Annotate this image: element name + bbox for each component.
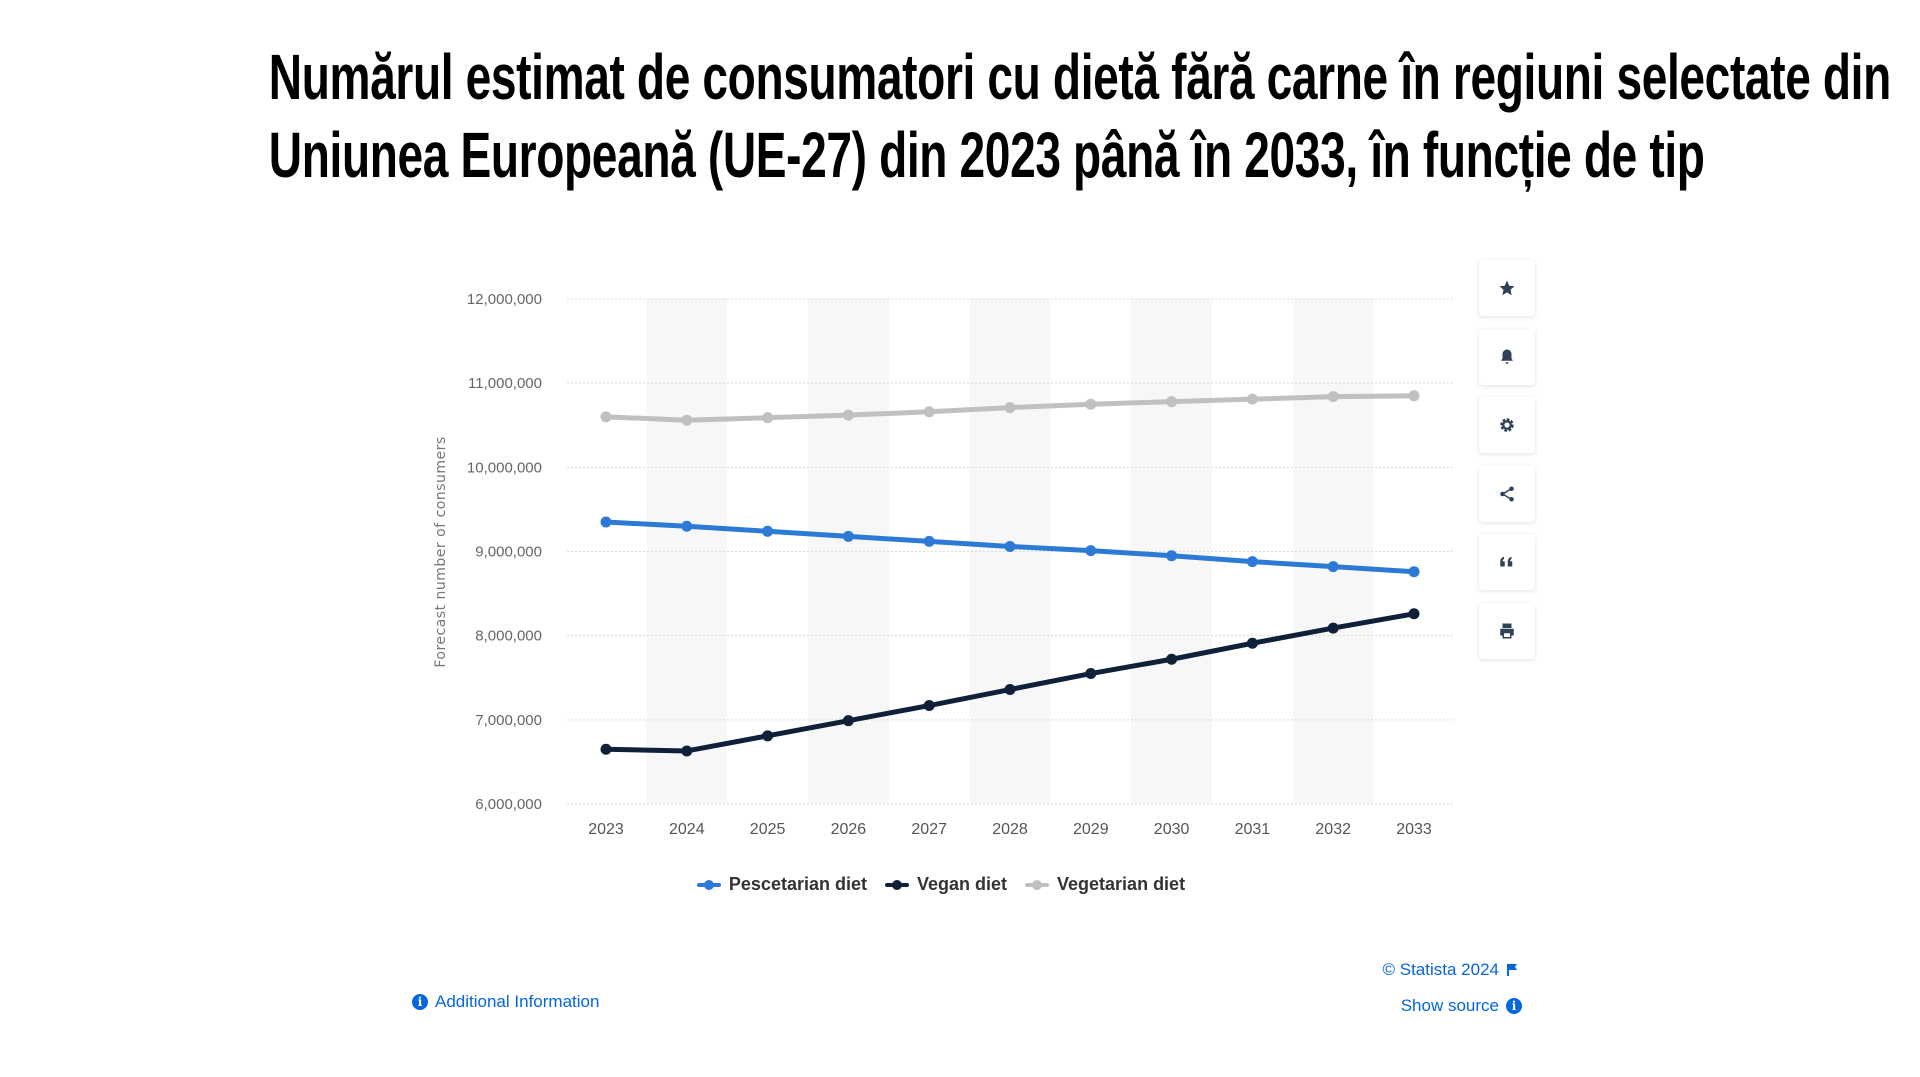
data-point (923, 406, 935, 418)
settings-button[interactable] (1479, 397, 1535, 454)
data-point (762, 525, 774, 537)
flag-icon (1507, 964, 1517, 976)
legend-item-pescetarian[interactable]: Pescetarian diet (696, 874, 867, 895)
chart-toolbar (1479, 260, 1535, 672)
y-tick-label: 12,000,000 (467, 291, 542, 308)
data-point (1166, 550, 1178, 562)
info-icon: i (1506, 998, 1522, 1014)
x-tick-label: 2026 (831, 821, 867, 838)
legend-label: Vegan diet (916, 874, 1008, 894)
data-point (842, 409, 854, 421)
data-point (600, 743, 612, 755)
data-point (842, 530, 854, 542)
data-point (1408, 608, 1420, 620)
title-line-1: Numărul estimat de consumatori cu dietă … (268, 41, 1891, 113)
show-source-link[interactable]: Show source i (1401, 996, 1522, 1016)
x-tick-label: 2033 (1396, 821, 1432, 838)
data-point (600, 516, 612, 528)
data-point (1246, 393, 1258, 405)
y-axis-title: Forecast number of consumers (433, 436, 449, 667)
y-tick-label: 7,000,000 (475, 712, 542, 729)
data-point (1166, 653, 1178, 665)
legend-item-vegetarian[interactable]: Vegetarian diet (1025, 874, 1185, 895)
legend-item-vegan[interactable]: Vegan diet (884, 874, 1008, 895)
data-point (1327, 622, 1339, 634)
data-point (923, 700, 935, 712)
print-button[interactable] (1479, 602, 1535, 659)
legend-marker (884, 879, 909, 890)
data-point (1085, 668, 1097, 680)
data-point (681, 414, 693, 426)
share-icon (1500, 486, 1514, 502)
favorite-button[interactable] (1479, 260, 1535, 316)
data-point (681, 745, 693, 757)
data-point (1085, 545, 1097, 557)
y-tick-label: 8,000,000 (475, 628, 542, 645)
info-icon: i (412, 994, 428, 1010)
bell-icon (1501, 349, 1513, 364)
data-point (1408, 390, 1420, 402)
data-point (600, 411, 612, 423)
share-button[interactable] (1479, 465, 1535, 522)
data-point (1246, 637, 1258, 649)
x-tick-label: 2027 (911, 821, 947, 838)
y-tick-label: 6,000,000 (475, 796, 542, 813)
data-point (762, 730, 774, 742)
statista-copyright-link[interactable]: © Statista 2024 (1383, 960, 1519, 980)
copyright-label: © Statista 2024 (1382, 960, 1500, 979)
cite-button[interactable] (1479, 534, 1535, 591)
x-tick-label: 2029 (1073, 821, 1109, 838)
y-tick-label: 9,000,000 (475, 544, 542, 561)
additional-information-label: Additional Information (435, 992, 600, 1011)
data-point (1408, 566, 1420, 578)
data-point (842, 715, 854, 727)
legend-label: Vegetarian diet (1057, 874, 1186, 894)
show-source-label: Show source (1400, 996, 1499, 1015)
gear-icon (1500, 418, 1514, 432)
data-point (1166, 396, 1178, 408)
x-tick-label: 2024 (669, 821, 705, 838)
chart-title: Numărul estimat de consumatori cu dietă … (0, 38, 1920, 194)
data-point (1327, 561, 1339, 573)
y-tick-label: 11,000,000 (468, 375, 542, 392)
chart-legend: Pescetarian diet Vegan diet Vegetarian d… (0, 874, 1882, 895)
legend-label: Pescetarian diet (728, 874, 867, 894)
data-point (1004, 402, 1016, 414)
data-point (1327, 391, 1339, 403)
data-point (681, 520, 693, 532)
y-tick-label: 10,000,000 (467, 459, 542, 476)
x-tick-label: 2023 (588, 821, 624, 838)
legend-marker (696, 879, 721, 890)
data-point (1085, 398, 1097, 410)
data-point (923, 535, 935, 547)
data-point (762, 412, 774, 424)
star-icon (1499, 280, 1515, 296)
title-line-2: Uniunea Europeană (UE-27) din 2023 până … (268, 119, 1705, 191)
notification-button[interactable] (1479, 328, 1535, 385)
print-icon (1500, 623, 1514, 639)
x-tick-label: 2030 (1154, 821, 1190, 838)
data-point (1004, 684, 1016, 696)
additional-information-link[interactable]: i Additional Information (412, 992, 599, 1012)
legend-marker (1025, 879, 1050, 890)
data-point (1004, 540, 1016, 552)
x-tick-label: 2031 (1235, 821, 1271, 838)
data-point (1246, 556, 1258, 568)
x-tick-label: 2025 (750, 821, 786, 838)
x-tick-label: 2032 (1315, 821, 1351, 838)
x-tick-label: 2028 (992, 821, 1028, 838)
quote-icon (1500, 557, 1513, 567)
